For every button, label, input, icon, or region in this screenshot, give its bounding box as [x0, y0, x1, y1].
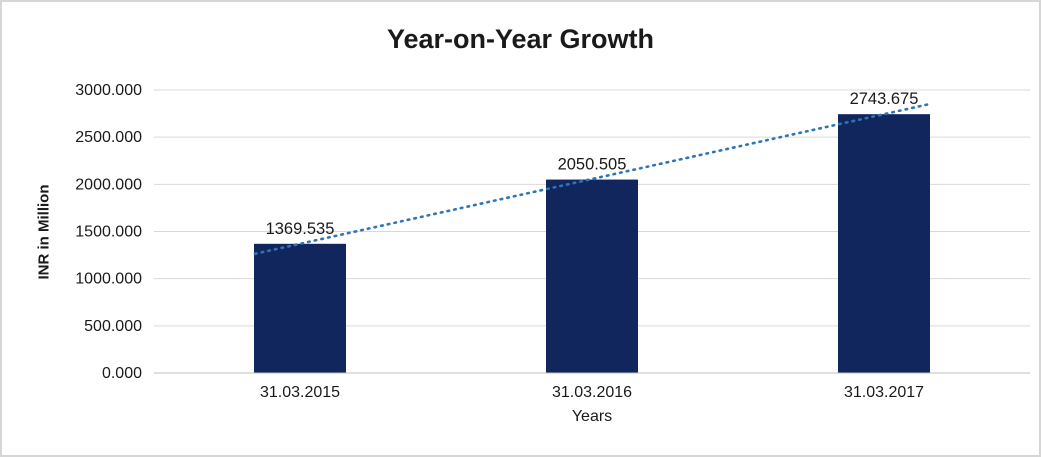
bar-data-label: 1369.535: [266, 220, 335, 238]
x-tick-label: 31.03.2016: [552, 384, 632, 401]
y-tick-label: 500.000: [84, 318, 142, 335]
x-axis-title: Years: [571, 408, 613, 425]
x-tick-label: 31.03.2017: [844, 384, 924, 401]
y-tick-label: 2500.000: [75, 129, 142, 146]
bar-data-label: 2050.505: [558, 156, 627, 174]
x-tick-label: 31.03.2015: [260, 384, 340, 401]
bar: [838, 114, 930, 373]
bar-data-label: 2743.675: [850, 90, 919, 108]
y-tick-label: 0.000: [102, 365, 142, 382]
y-tick-label: 1000.000: [75, 271, 142, 288]
trendline: [253, 102, 931, 256]
chart-title: Year-on-Year Growth: [386, 24, 655, 54]
y-tick-label: 3000.000: [75, 82, 142, 99]
y-tick-label: 1500.000: [75, 224, 142, 241]
y-tick-label: 2000.000: [75, 176, 142, 193]
bar: [254, 243, 346, 373]
bar: [546, 179, 638, 373]
